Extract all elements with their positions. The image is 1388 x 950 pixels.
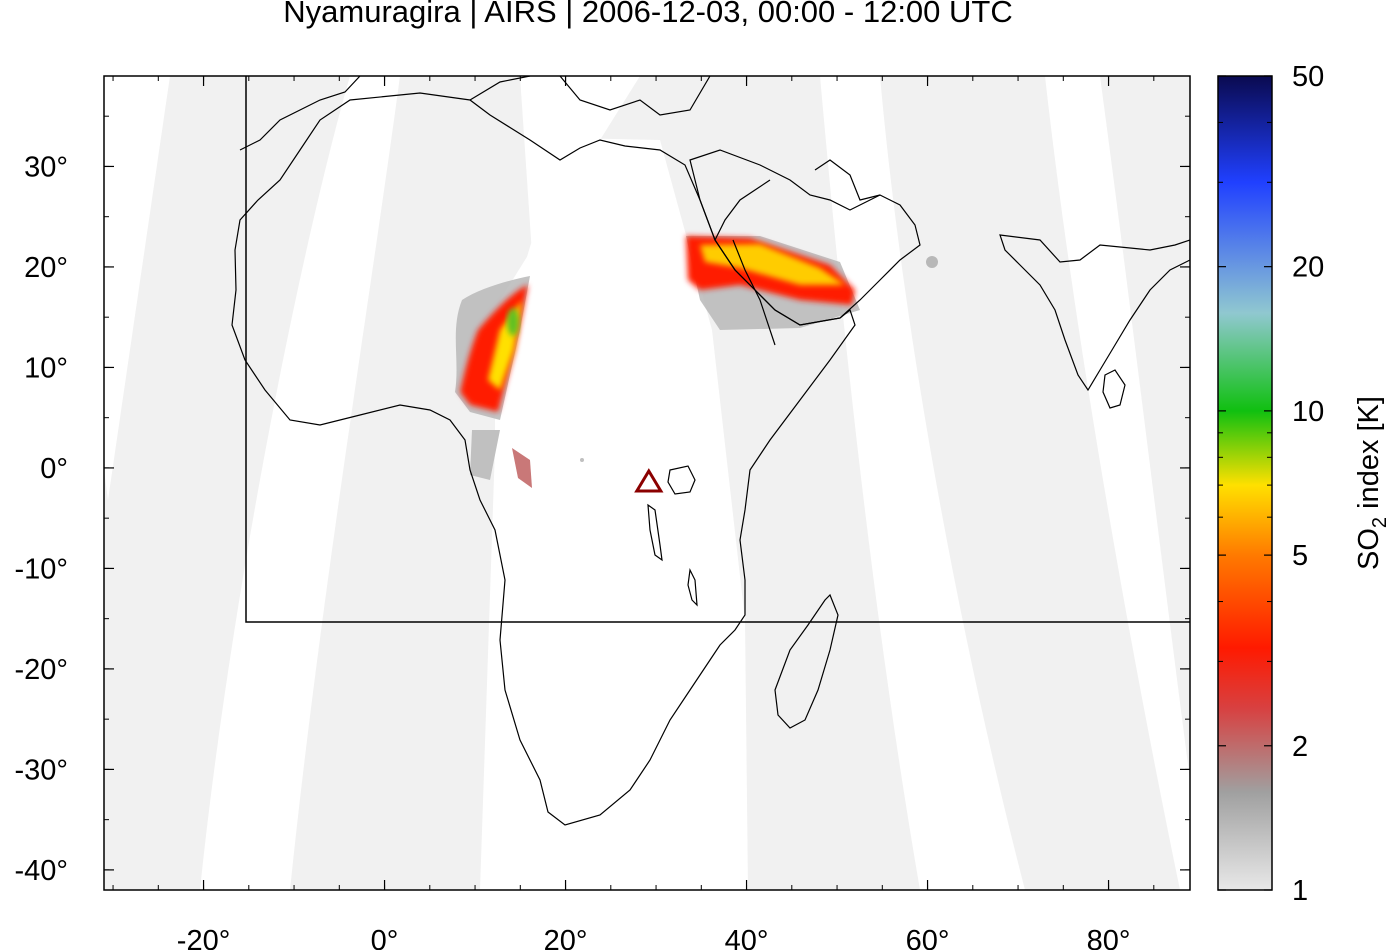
colorbar-ticks — [1218, 75, 1272, 891]
y-tick-label: 20° — [24, 252, 68, 284]
x-tick-label: 60° — [906, 925, 950, 950]
coastline-arabia — [689, 149, 921, 326]
so2-weak-signal — [470, 430, 500, 480]
swath-gap — [820, 76, 1025, 890]
x-tick-label: -20° — [177, 925, 231, 950]
colorbar-tick-label: 10 — [1292, 396, 1324, 428]
x-tick-label: 20° — [544, 925, 588, 950]
colorbar-tick-label: 50 — [1292, 61, 1324, 93]
x-tick-label: 40° — [725, 925, 769, 950]
coastline-gulf — [814, 159, 881, 201]
so2-weak-signal — [580, 458, 584, 462]
x-tick-label: 0° — [371, 925, 399, 950]
coastline-lake-victoria — [667, 465, 696, 495]
colorbar-tick-label: 2 — [1292, 731, 1308, 763]
swath-gap — [200, 76, 400, 890]
plot-frame — [103, 75, 1191, 891]
volcano-marker — [634, 468, 664, 493]
swath-gap — [495, 420, 712, 480]
region-box — [245, 76, 1190, 623]
colorbar-labels: 50 20 10 5 2 1 — [1292, 61, 1324, 907]
y-tick-label: -20° — [14, 654, 68, 686]
swath-gap — [1045, 76, 1190, 890]
so2-plumes — [455, 236, 938, 488]
coastline-red-sea-axis — [732, 239, 776, 346]
y-tick-label: 30° — [24, 151, 68, 183]
y-tick-label: 0° — [40, 453, 68, 485]
y-axis-labels: 30° 20° 10° 0° -10° -20° -30° -40° — [14, 151, 68, 886]
coastline-india — [999, 234, 1190, 392]
coastline-srilanka — [1102, 369, 1126, 409]
so2-weak-signal — [926, 256, 938, 268]
coastline-lake-malawi — [687, 567, 698, 607]
colorbar-tick-label: 20 — [1292, 252, 1324, 284]
x-tick-label: 80° — [1087, 925, 1131, 950]
volcano-triangle-icon — [634, 468, 664, 493]
map-title: Nyamuragira | AIRS | 2006-12-03, 00:00 -… — [283, 0, 1013, 29]
coastline-africa — [231, 92, 856, 826]
swath-gap — [495, 138, 748, 890]
swath-gap — [104, 76, 170, 500]
swath-coverage — [104, 76, 1190, 890]
colorbar-tick-label: 1 — [1292, 875, 1308, 907]
x-axis-labels: -20° 0° 20° 40° 60° 80° — [177, 925, 1131, 950]
coastline-red-sea-west — [714, 179, 771, 241]
so2-weak-signal — [512, 448, 532, 488]
colorbar — [1217, 75, 1273, 891]
colorbar-tick-label: 5 — [1292, 540, 1308, 572]
coastline-madagascar — [774, 593, 839, 729]
y-tick-label: 10° — [24, 352, 68, 384]
colorbar-title: SO2 index [K] — [1353, 396, 1388, 570]
coastlines — [231, 76, 1190, 826]
y-tick-label: -40° — [14, 855, 68, 887]
axis-ticks — [104, 76, 1190, 890]
so2-plume-arabia-core — [700, 244, 845, 285]
so2-plume-west-africa-peak — [507, 308, 519, 336]
y-tick-label: -10° — [14, 553, 68, 585]
coastline-lake-tanganyika — [647, 503, 663, 562]
coastline-europe — [239, 76, 361, 151]
y-tick-label: -30° — [14, 754, 68, 786]
